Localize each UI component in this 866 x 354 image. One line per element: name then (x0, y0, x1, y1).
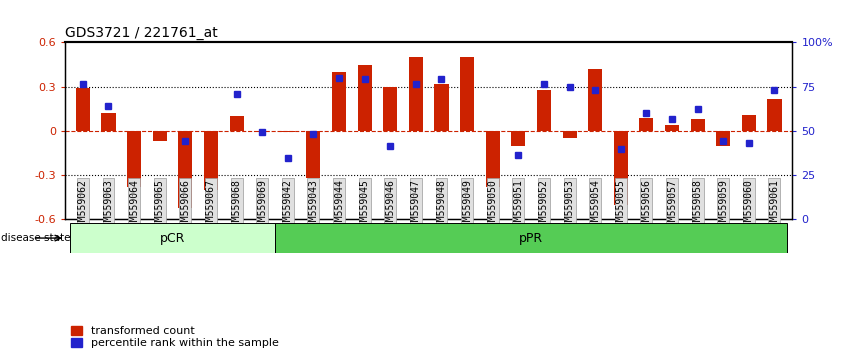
Text: pCR: pCR (160, 232, 185, 245)
Text: GSM559062: GSM559062 (78, 179, 87, 232)
Bar (460, 57, 475, 131)
Bar (101, 113, 115, 131)
Text: GSM559052: GSM559052 (539, 179, 549, 232)
Bar (204, 131, 218, 190)
Text: GSM559048: GSM559048 (436, 179, 447, 232)
Text: GSM559061: GSM559061 (770, 179, 779, 232)
Text: GSM559060: GSM559060 (744, 179, 753, 232)
Bar (742, 115, 756, 131)
Text: GSM559067: GSM559067 (206, 179, 216, 232)
Bar (307, 131, 320, 178)
Text: GSM559056: GSM559056 (642, 179, 651, 232)
Bar (435, 84, 449, 131)
Text: GSM559047: GSM559047 (410, 179, 421, 232)
Text: GSM559064: GSM559064 (129, 179, 139, 232)
Text: GSM559063: GSM559063 (104, 179, 113, 232)
Bar (127, 131, 141, 187)
Text: GSM559053: GSM559053 (565, 179, 574, 232)
Bar (767, 98, 781, 131)
Text: GSM559054: GSM559054 (590, 179, 600, 232)
Bar (70, 223, 275, 253)
Bar (152, 131, 167, 141)
Text: disease state: disease state (1, 233, 70, 243)
Bar (409, 57, 423, 131)
Bar (665, 125, 679, 131)
Bar (383, 87, 397, 131)
Text: GSM559045: GSM559045 (359, 179, 370, 232)
Bar (332, 72, 346, 131)
Bar (358, 65, 372, 131)
Text: GSM559049: GSM559049 (462, 179, 472, 232)
Text: GDS3721 / 221761_at: GDS3721 / 221761_at (65, 26, 217, 40)
Bar (690, 119, 705, 131)
Bar (588, 69, 602, 131)
Text: GSM559065: GSM559065 (155, 179, 165, 232)
Text: GSM559044: GSM559044 (334, 179, 344, 232)
Text: GSM559059: GSM559059 (718, 179, 728, 232)
Legend: transformed count, percentile rank within the sample: transformed count, percentile rank withi… (70, 326, 278, 348)
Bar (229, 116, 243, 131)
Bar (511, 131, 526, 146)
Text: GSM559050: GSM559050 (488, 179, 498, 232)
Bar (275, 223, 787, 253)
Bar (614, 131, 628, 205)
Text: GSM559066: GSM559066 (180, 179, 191, 232)
Text: GSM559057: GSM559057 (667, 179, 677, 232)
Text: GSM559051: GSM559051 (514, 179, 523, 232)
Bar (486, 131, 500, 187)
Bar (281, 131, 294, 132)
Bar (563, 131, 577, 138)
Bar (716, 131, 730, 146)
Text: GSM559042: GSM559042 (283, 179, 293, 232)
Text: GSM559068: GSM559068 (231, 179, 242, 232)
Text: GSM559058: GSM559058 (693, 179, 702, 232)
Bar (639, 118, 654, 131)
Text: GSM559043: GSM559043 (308, 179, 319, 232)
Text: GSM559069: GSM559069 (257, 179, 268, 232)
Text: GSM559055: GSM559055 (616, 179, 626, 232)
Bar (255, 131, 269, 132)
Bar (537, 90, 551, 131)
Bar (178, 131, 192, 208)
Text: pPR: pPR (519, 232, 543, 245)
Text: GSM559046: GSM559046 (385, 179, 395, 232)
Bar (76, 88, 90, 131)
